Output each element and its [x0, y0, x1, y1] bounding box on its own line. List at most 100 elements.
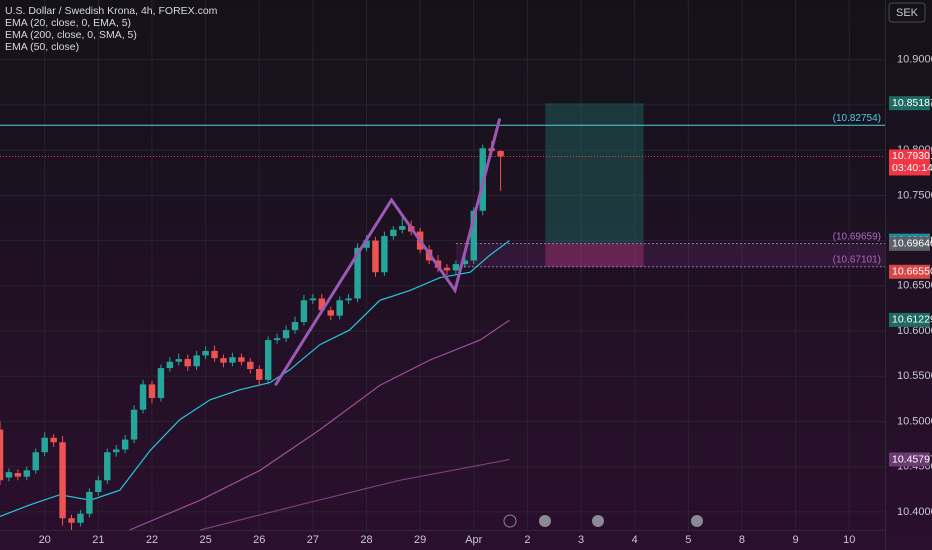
candle-body — [345, 298, 352, 301]
price-label-box — [889, 264, 930, 279]
currency-box[interactable] — [888, 2, 926, 23]
candle-body — [452, 264, 460, 271]
candle-body — [247, 361, 254, 370]
y-tick-label: 10.65000 — [897, 280, 932, 292]
price-label-box — [889, 312, 930, 327]
candle-body — [32, 452, 39, 471]
candle-body — [193, 355, 200, 367]
price-label: 10.45797 — [892, 453, 932, 465]
candle-body — [381, 236, 388, 273]
x-tick-label: 8 — [739, 534, 745, 546]
candle-body — [157, 368, 165, 398]
x-tick-label: 10 — [843, 534, 855, 546]
candle-body — [497, 151, 504, 157]
candle-body — [399, 226, 406, 230]
event-icon[interactable] — [539, 515, 551, 527]
x-tick-label: 29 — [414, 534, 426, 546]
candle-body — [238, 357, 245, 362]
candle-body — [461, 260, 469, 265]
x-tick-label: 27 — [307, 534, 319, 546]
y-tick-label: 10.60000 — [897, 325, 932, 337]
candle-body — [470, 210, 478, 261]
candle-body — [363, 240, 370, 248]
candle-body — [5, 472, 13, 478]
candle-body — [291, 321, 299, 331]
currency[interactable]: SEK — [896, 7, 919, 19]
x-tick-label: 9 — [793, 534, 799, 546]
candle-body — [41, 437, 48, 453]
candle-body — [104, 452, 111, 481]
y-tick-label: 10.55000 — [897, 370, 932, 382]
x-tick-label: 28 — [360, 534, 372, 546]
price-label: 10.69640 — [892, 238, 932, 250]
price-label: 10.61229 — [892, 314, 932, 326]
legend-entry: EMA (50, close) — [5, 41, 79, 53]
level-label: (10.67101) — [833, 254, 881, 265]
event-icons — [503, 514, 703, 528]
target-zone — [545, 103, 644, 244]
event-icon[interactable] — [592, 515, 604, 527]
event-icon[interactable] — [503, 514, 517, 528]
candle-body — [59, 442, 66, 519]
candle-body — [139, 384, 147, 410]
legend-entry: EMA (20, close, 0, EMA, 5) — [5, 17, 131, 29]
candle-body — [372, 240, 379, 273]
candle-body — [336, 300, 343, 316]
x-tick-label: 21 — [92, 534, 104, 546]
legend-entry: EMA (200, close, 0, SMA, 5) — [5, 29, 137, 41]
indicator-line — [200, 458, 510, 531]
stop-zone — [545, 243, 644, 267]
level-label: (10.69659) — [833, 231, 881, 242]
chart-title: U.S. Dollar / Swedish Krona, 4h, FOREX.c… — [5, 5, 218, 17]
candle-body — [300, 300, 308, 322]
countdown: 03:40:14 — [892, 162, 932, 174]
candle-body — [220, 358, 227, 363]
x-tick-label: 25 — [199, 534, 211, 546]
candle-body — [130, 409, 138, 440]
price-label-box — [889, 452, 930, 467]
x-tick-label: 26 — [253, 534, 265, 546]
candle-body — [86, 492, 93, 514]
candle-body — [0, 429, 4, 481]
candle-body — [273, 338, 281, 341]
y-tick-label: 10.50000 — [897, 415, 932, 427]
x-tick-label: 5 — [685, 534, 691, 546]
candle-body — [23, 470, 31, 477]
candle-body — [211, 350, 218, 359]
candle-body — [309, 298, 317, 301]
y-tick-label: 10.90000 — [897, 54, 932, 66]
candle-body — [256, 369, 263, 380]
y-tick-label: 10.75000 — [897, 189, 932, 201]
candle-body — [443, 267, 451, 271]
candle-body — [390, 229, 397, 237]
level-label: (10.82754) — [833, 113, 881, 124]
candle-body — [68, 518, 75, 523]
x-tick-label: Apr — [465, 534, 482, 546]
candle-body — [112, 449, 120, 453]
candle-body — [264, 340, 272, 380]
candle-body — [95, 480, 102, 493]
candle-body — [327, 310, 334, 316]
y-tick-label: 10.40000 — [897, 506, 932, 518]
x-tick-label: 2 — [524, 534, 530, 546]
candle-body — [354, 247, 361, 299]
candle-body — [229, 357, 236, 363]
candle-body — [121, 439, 129, 450]
x-tick-label: 4 — [632, 534, 638, 546]
price-label-box — [889, 96, 930, 111]
price-label: 10.79301 — [892, 150, 932, 162]
pattern-line — [274, 118, 502, 387]
candle-body — [175, 359, 183, 362]
x-tick-label: 20 — [39, 534, 51, 546]
candle-body — [184, 359, 191, 367]
level-band — [455, 243, 885, 267]
candle-body — [148, 384, 156, 398]
price-label: 10.85187 — [892, 97, 932, 109]
candle-body — [202, 350, 209, 356]
event-icon[interactable] — [691, 515, 703, 527]
price-label-box — [889, 149, 930, 176]
price-label: 10.66550 — [892, 266, 932, 278]
